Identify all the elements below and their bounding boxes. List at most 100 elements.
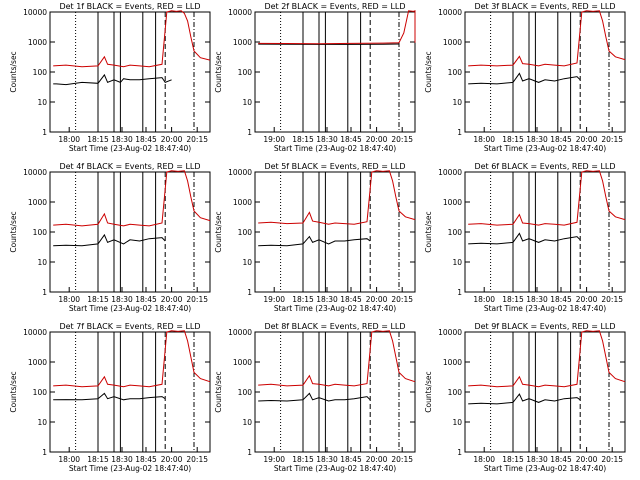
y-axis-label: Counts/sec [214, 211, 223, 252]
y-tick-label: 10000 [228, 8, 252, 17]
y-axis-label: Counts/sec [424, 51, 433, 92]
x-tick-label: 20:00 [366, 455, 388, 464]
y-tick-label: 1 [247, 448, 252, 457]
x-tick-label: 18:45 [550, 295, 572, 304]
x-tick-label: 19:00 [263, 455, 285, 464]
lld-series-line [468, 170, 626, 226]
panel-title: Det 1f BLACK = Events, RED = LLD [59, 2, 200, 11]
x-tick-label: 20:15 [391, 135, 413, 144]
y-tick-label: 10000 [23, 328, 47, 337]
y-tick-label: 10000 [438, 8, 462, 17]
x-tick-label: 18:15 [502, 295, 524, 304]
x-axis-label: Start Time (23-Aug-02 18:47:40) [274, 464, 396, 473]
x-tick-label: 18:00 [58, 455, 80, 464]
y-tick-label: 100 [33, 68, 48, 77]
panel-1: Det 1f BLACK = Events, RED = LLD 1 10 100 10… [9, 2, 211, 153]
y-tick-label: 1000 [443, 38, 462, 47]
y-tick-label: 10 [452, 98, 462, 107]
x-tick-label: 18:15 [87, 135, 109, 144]
x-tick-label: 20:15 [601, 135, 623, 144]
panel-title: Det 7f BLACK = Events, RED = LLD [59, 322, 200, 331]
x-tick-label: 18:45 [550, 455, 572, 464]
x-tick-label: 18:30 [111, 295, 133, 304]
y-tick-label: 10 [242, 258, 252, 267]
x-tick-label: 20:15 [391, 295, 413, 304]
y-tick-label: 10 [242, 98, 252, 107]
events-series-line [258, 235, 371, 247]
x-tick-label: 20:15 [391, 455, 413, 464]
lld-series-line [258, 170, 416, 225]
x-tick-label: 18:30 [111, 135, 133, 144]
plot-frame [254, 331, 416, 453]
x-tick-label: 18:00 [58, 295, 80, 304]
panel-title: Det 5f BLACK = Events, RED = LLD [264, 162, 405, 171]
x-tick-label: 18:15 [292, 455, 314, 464]
plot-frame [464, 171, 626, 293]
panel-3: Det 3f BLACK = Events, RED = LLD 1 10 100 10… [424, 2, 626, 153]
x-axis-label: Start Time (23-Aug-02 18:47:40) [274, 144, 396, 153]
lld-series-line [468, 330, 626, 388]
plot-frame [464, 331, 626, 453]
y-tick-label: 10 [37, 418, 47, 427]
y-tick-label: 100 [238, 228, 253, 237]
y-tick-label: 1 [42, 128, 47, 137]
y-axis-label: Counts/sec [9, 211, 18, 252]
y-axis-label: Counts/sec [9, 51, 18, 92]
x-axis-label: Start Time (23-Aug-02 18:47:40) [484, 464, 606, 473]
x-tick-label: 18:30 [526, 455, 548, 464]
x-tick-label: 20:15 [186, 455, 208, 464]
y-tick-label: 1 [247, 288, 252, 297]
panel-5: Det 5f BLACK = Events, RED = LLD 1 10 100 10… [214, 162, 416, 313]
panel-2: Det 2f BLACK = Events, RED = LLD 1 10 100 10… [214, 2, 416, 153]
x-tick-label: 20:15 [186, 135, 208, 144]
panel-title: Det 9f BLACK = Events, RED = LLD [474, 322, 615, 331]
x-tick-label: 18:45 [135, 295, 157, 304]
lld-series-line [258, 10, 416, 45]
x-tick-label: 20:00 [161, 295, 183, 304]
x-tick-label: 18:15 [292, 295, 314, 304]
y-tick-label: 10000 [438, 328, 462, 337]
y-tick-label: 10000 [23, 8, 47, 17]
x-tick-label: 20:00 [161, 135, 183, 144]
events-series-line [53, 392, 166, 401]
panel-title: Det 3f BLACK = Events, RED = LLD [474, 2, 615, 11]
y-tick-label: 100 [448, 68, 463, 77]
x-tick-label: 18:30 [316, 455, 338, 464]
events-series-line [468, 393, 581, 405]
y-axis-label: Counts/sec [214, 371, 223, 412]
lld-series-line [53, 170, 211, 227]
x-tick-label: 18:00 [58, 135, 80, 144]
y-tick-label: 1000 [443, 358, 462, 367]
x-tick-label: 18:15 [502, 455, 524, 464]
x-tick-label: 20:15 [186, 295, 208, 304]
x-tick-label: 18:15 [292, 135, 314, 144]
y-tick-label: 1000 [233, 358, 252, 367]
y-tick-label: 1000 [28, 358, 47, 367]
y-tick-label: 100 [238, 68, 253, 77]
x-axis-label: Start Time (23-Aug-02 18:47:40) [69, 144, 191, 153]
events-series-line [258, 392, 371, 402]
events-series-line [53, 233, 166, 247]
x-tick-label: 18:00 [473, 135, 495, 144]
x-tick-label: 20:00 [576, 295, 598, 304]
panel-8: Det 8f BLACK = Events, RED = LLD 1 10 100 10… [214, 322, 416, 473]
x-tick-label: 18:15 [87, 295, 109, 304]
y-tick-label: 10000 [228, 328, 252, 337]
x-tick-label: 18:00 [473, 295, 495, 304]
y-tick-label: 100 [238, 388, 253, 397]
y-axis-label: Counts/sec [214, 51, 223, 92]
plot-frame [254, 171, 416, 293]
lld-series-line [53, 10, 211, 68]
panel-title: Det 6f BLACK = Events, RED = LLD [474, 162, 615, 171]
x-tick-label: 18:30 [316, 295, 338, 304]
y-axis-label: Counts/sec [424, 211, 433, 252]
y-tick-label: 100 [448, 388, 463, 397]
y-tick-label: 1 [457, 128, 462, 137]
events-series-line [468, 232, 581, 245]
y-tick-label: 1000 [443, 198, 462, 207]
plot-frame [464, 11, 626, 133]
y-tick-label: 10 [37, 258, 47, 267]
x-tick-label: 20:00 [366, 135, 388, 144]
y-tick-label: 1000 [233, 38, 252, 47]
